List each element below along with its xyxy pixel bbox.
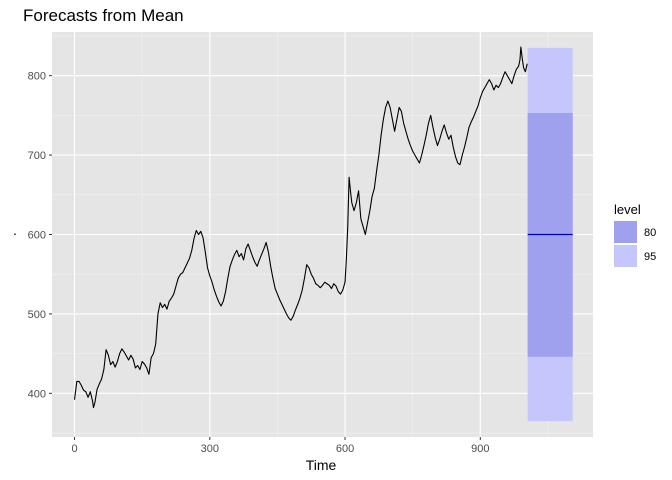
- y-tick-label: 400: [28, 388, 46, 400]
- x-axis-ticks: 0 300 600 900: [71, 437, 489, 455]
- grid-minor-y: [52, 35, 593, 434]
- x-tick-label: 300: [201, 443, 219, 455]
- x-axis-title: Time: [306, 457, 337, 473]
- legend-title: level: [614, 202, 641, 217]
- legend-label-80: 80: [644, 227, 656, 239]
- legend-key-95: [614, 245, 637, 267]
- y-axis-title: ·: [13, 225, 18, 241]
- x-tick-label: 600: [336, 443, 354, 455]
- x-tick-label: 0: [71, 443, 77, 455]
- y-tick-label: 600: [28, 230, 46, 242]
- y-axis-ticks: 400 500 600 700 800: [28, 71, 52, 400]
- series-line: [73, 46, 528, 409]
- y-tick-label: 500: [28, 309, 46, 321]
- legend-key-80: [614, 221, 637, 243]
- chart-title: Forecasts from Mean: [23, 6, 184, 25]
- legend-label-95: 95: [644, 251, 656, 263]
- legend: level 80 95: [614, 202, 656, 267]
- y-tick-label: 700: [28, 150, 46, 162]
- x-tick-label: 900: [471, 443, 489, 455]
- grid-major-y: [52, 75, 593, 394]
- y-tick-label: 800: [28, 71, 46, 83]
